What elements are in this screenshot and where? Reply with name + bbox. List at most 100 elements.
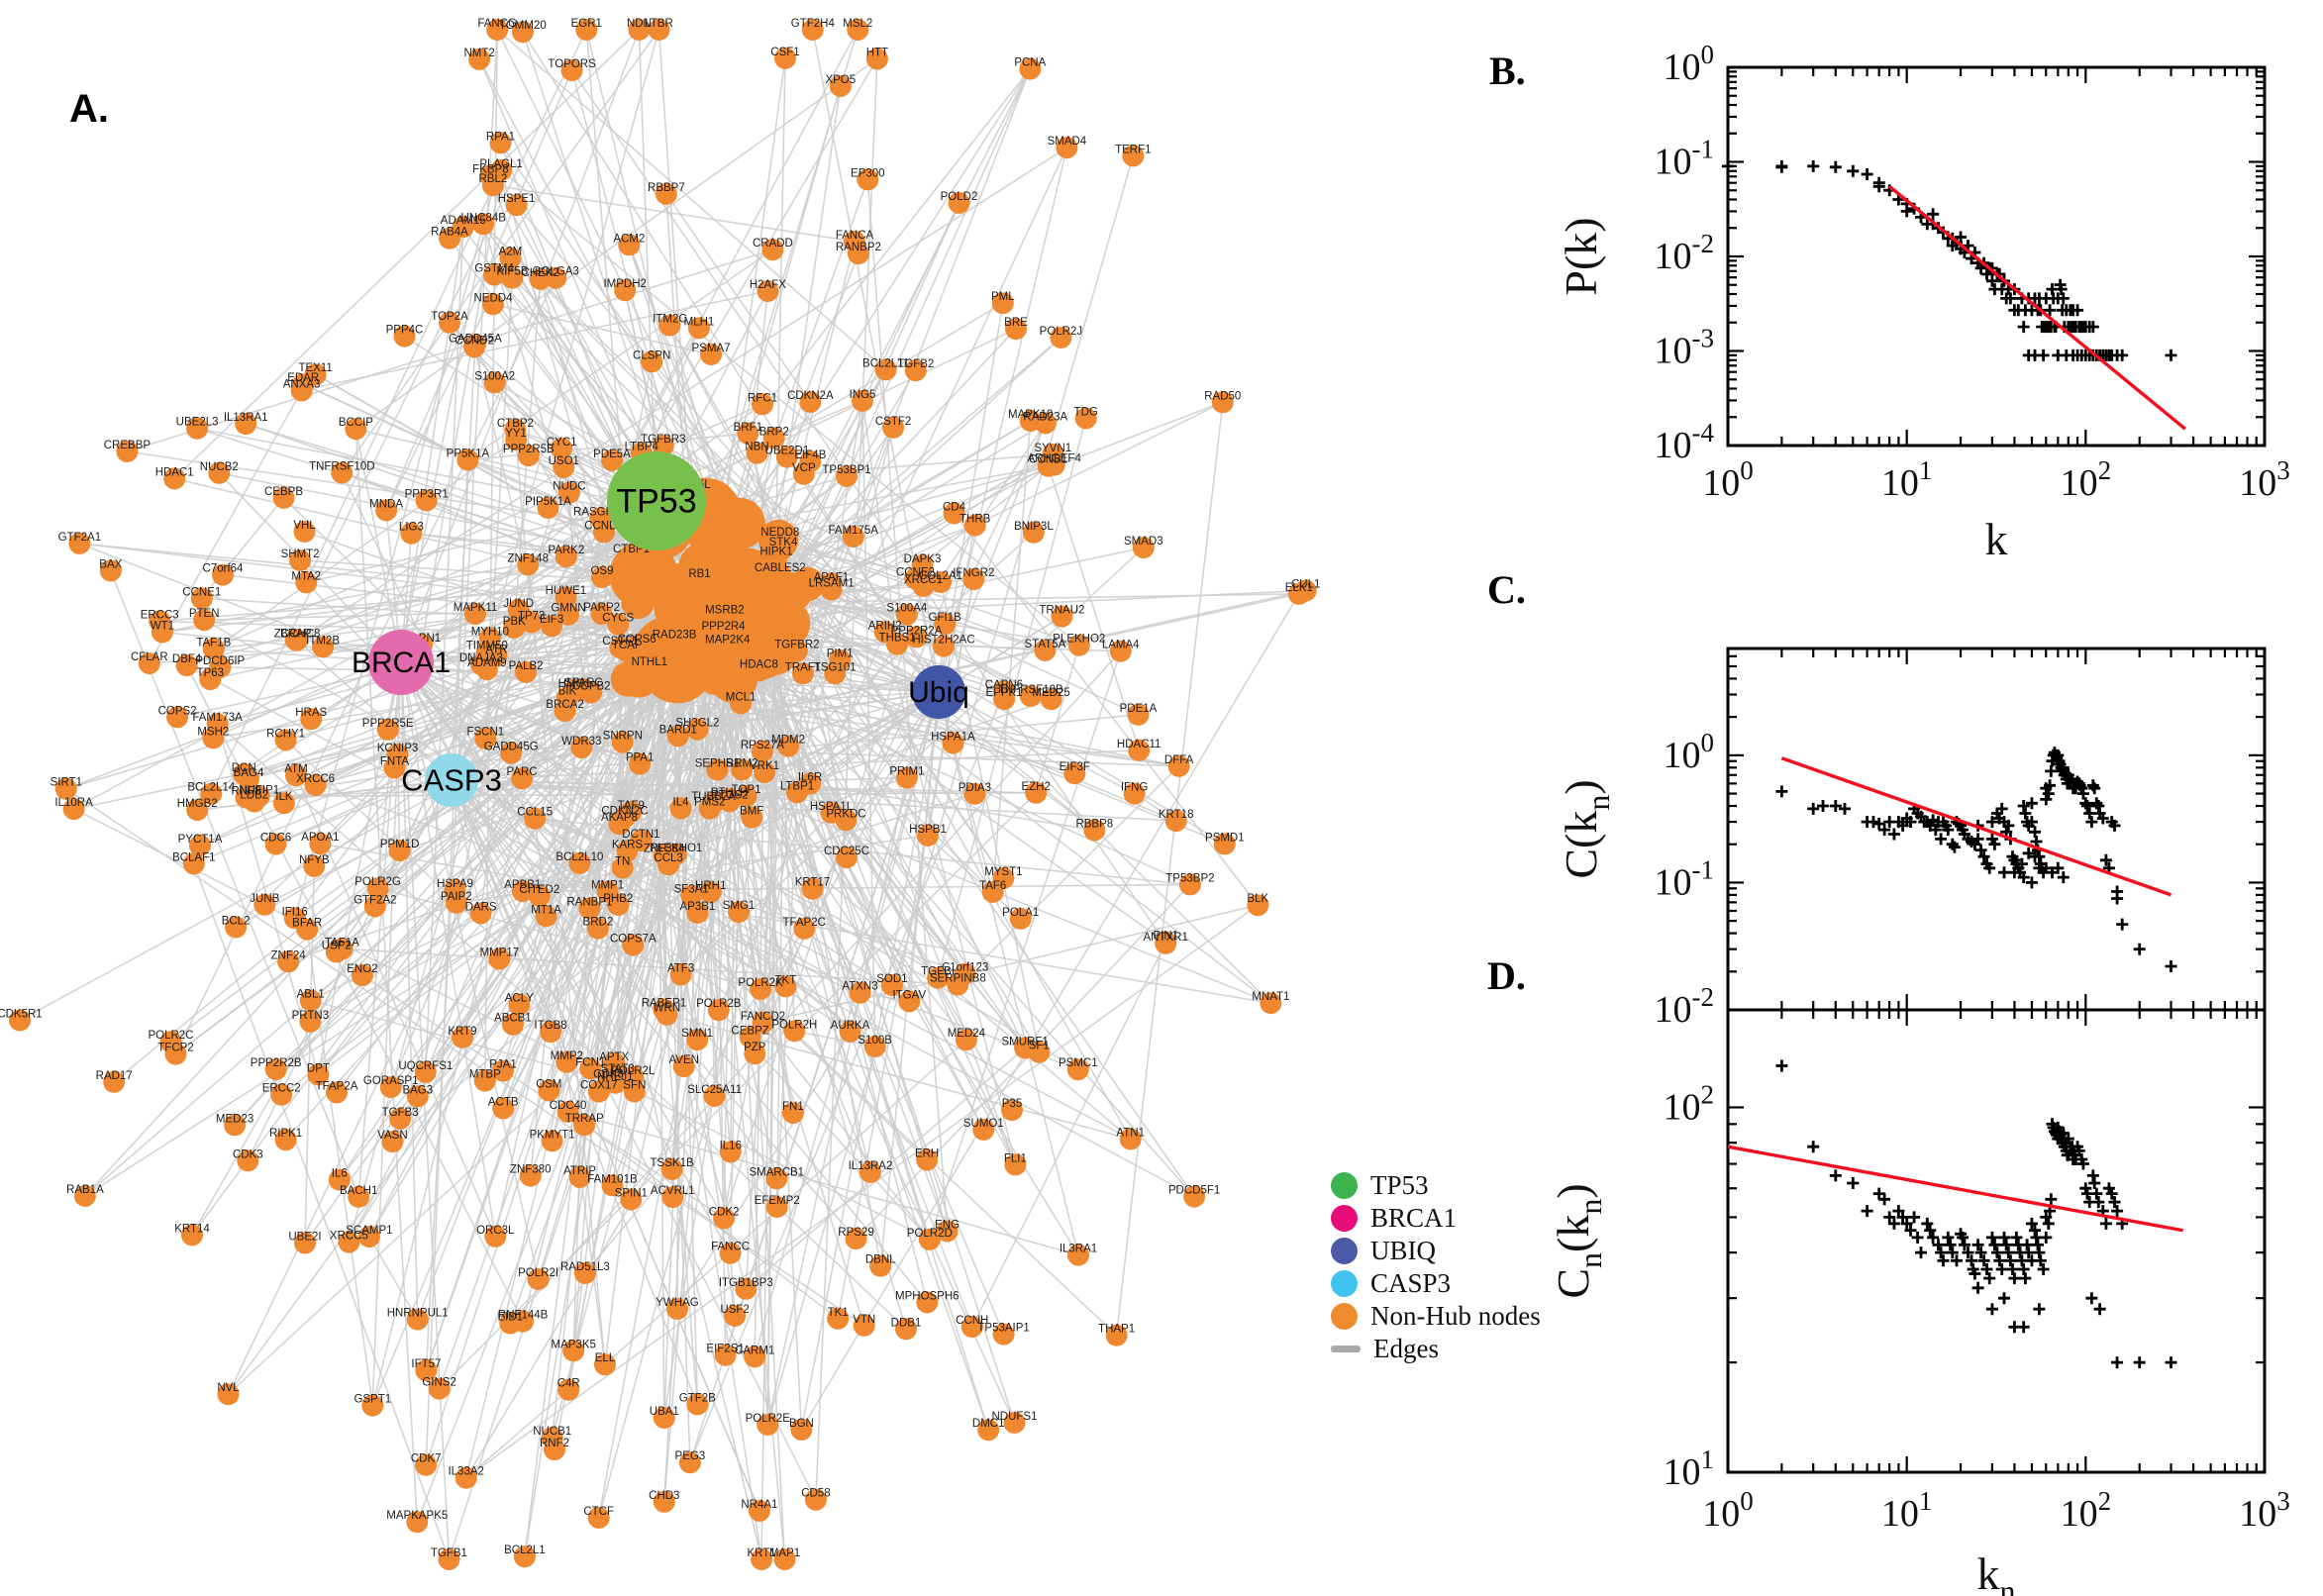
gene-node[interactable] bbox=[916, 1148, 939, 1171]
gene-node[interactable] bbox=[590, 603, 613, 626]
gene-node[interactable] bbox=[741, 806, 763, 829]
gene-node[interactable] bbox=[563, 679, 586, 702]
gene-node[interactable] bbox=[555, 546, 577, 568]
gene-node[interactable] bbox=[918, 1228, 941, 1250]
gene-node[interactable] bbox=[783, 1020, 806, 1043]
gene-node[interactable] bbox=[655, 182, 677, 205]
gene-node[interactable] bbox=[400, 522, 423, 545]
gene-node[interactable] bbox=[713, 605, 736, 628]
gene-node[interactable] bbox=[936, 1220, 959, 1243]
gene-node[interactable] bbox=[294, 1232, 316, 1254]
gene-node[interactable] bbox=[193, 609, 216, 632]
gene-node[interactable] bbox=[1005, 318, 1027, 341]
gene-node[interactable] bbox=[484, 1225, 507, 1247]
gene-node[interactable] bbox=[528, 884, 551, 907]
gene-node[interactable] bbox=[501, 266, 524, 289]
gene-node[interactable] bbox=[1155, 931, 1177, 953]
gene-node[interactable] bbox=[357, 1226, 380, 1248]
gene-node[interactable] bbox=[428, 1377, 451, 1400]
gene-node[interactable] bbox=[73, 1184, 96, 1207]
gene-node[interactable] bbox=[551, 437, 573, 459]
gene-node[interactable] bbox=[415, 1453, 438, 1476]
gene-node[interactable] bbox=[54, 777, 77, 800]
gene-node[interactable] bbox=[1001, 1099, 1023, 1122]
gene-node[interactable] bbox=[895, 766, 918, 789]
gene-node[interactable] bbox=[505, 194, 528, 217]
gene-node[interactable] bbox=[452, 216, 474, 239]
gene-node[interactable] bbox=[992, 680, 1015, 703]
gene-node[interactable] bbox=[785, 640, 808, 662]
gene-node[interactable] bbox=[620, 800, 643, 823]
gene-node[interactable] bbox=[1050, 327, 1072, 349]
gene-node[interactable] bbox=[630, 830, 653, 851]
gene-node[interactable] bbox=[1063, 762, 1086, 785]
gene-node[interactable] bbox=[977, 1419, 1000, 1442]
gene-node[interactable] bbox=[847, 19, 869, 41]
gene-node[interactable] bbox=[503, 616, 526, 639]
gene-node[interactable] bbox=[468, 48, 491, 70]
gene-node[interactable] bbox=[473, 1069, 496, 1092]
gene-node[interactable] bbox=[389, 1108, 412, 1130]
gene-node[interactable] bbox=[289, 549, 312, 571]
gene-node[interactable] bbox=[869, 1254, 892, 1277]
gene-node[interactable] bbox=[750, 978, 772, 1000]
gene-node[interactable] bbox=[912, 575, 935, 597]
gene-node[interactable] bbox=[658, 314, 681, 337]
gene-node[interactable] bbox=[363, 895, 386, 918]
gene-node[interactable] bbox=[406, 1511, 429, 1534]
gene-node[interactable] bbox=[777, 735, 800, 757]
gene-node[interactable] bbox=[942, 732, 964, 754]
gene-node[interactable] bbox=[186, 417, 209, 440]
gene-node[interactable] bbox=[1211, 391, 1234, 414]
gene-node[interactable] bbox=[253, 893, 276, 916]
gene-node[interactable] bbox=[376, 718, 399, 741]
gene-node[interactable] bbox=[520, 611, 543, 634]
gene-node[interactable] bbox=[274, 729, 297, 751]
gene-node[interactable] bbox=[1043, 453, 1065, 476]
gene-node[interactable] bbox=[707, 999, 730, 1022]
gene-node[interactable] bbox=[863, 1036, 886, 1057]
gene-node[interactable] bbox=[960, 1316, 983, 1339]
gene-node[interactable] bbox=[393, 325, 416, 348]
gene-node[interactable] bbox=[623, 1080, 646, 1103]
gene-node[interactable] bbox=[943, 502, 965, 525]
gene-node[interactable] bbox=[927, 966, 950, 989]
gene-node[interactable] bbox=[181, 1224, 203, 1247]
gene-node[interactable] bbox=[1066, 1058, 1089, 1081]
gene-node[interactable] bbox=[1009, 907, 1032, 930]
gene-node[interactable] bbox=[686, 718, 709, 741]
gene-node[interactable] bbox=[706, 758, 729, 781]
gene-node[interactable] bbox=[847, 243, 869, 265]
gene-node[interactable] bbox=[1019, 685, 1042, 708]
gene-node[interactable] bbox=[511, 767, 534, 790]
gene-node[interactable] bbox=[1122, 145, 1145, 167]
gene-node[interactable] bbox=[886, 633, 909, 655]
gene-node[interactable] bbox=[611, 731, 634, 753]
gene-node[interactable] bbox=[1025, 781, 1048, 804]
gene-node[interactable] bbox=[541, 1130, 563, 1152]
gene-node[interactable] bbox=[653, 1407, 675, 1429]
gene-node[interactable] bbox=[1247, 894, 1269, 917]
gene-node[interactable] bbox=[824, 662, 847, 685]
non-hub-nodes[interactable] bbox=[9, 19, 1317, 1570]
gene-node[interactable] bbox=[475, 658, 498, 681]
gene-node[interactable] bbox=[835, 809, 858, 832]
gene-node[interactable] bbox=[857, 168, 879, 191]
gene-node[interactable] bbox=[224, 1114, 247, 1137]
gene-node[interactable] bbox=[517, 553, 540, 576]
gene-node[interactable] bbox=[272, 792, 295, 815]
gene-node[interactable] bbox=[765, 1196, 788, 1218]
gene-node[interactable] bbox=[573, 1261, 596, 1284]
gene-node[interactable] bbox=[489, 132, 512, 154]
gene-node[interactable] bbox=[243, 790, 265, 813]
gene-node[interactable] bbox=[415, 489, 438, 512]
gene-node[interactable] bbox=[463, 334, 486, 356]
gene-node[interactable] bbox=[537, 497, 559, 519]
gene-node[interactable] bbox=[804, 1488, 827, 1511]
gene-node[interactable] bbox=[519, 1164, 542, 1187]
gene-node[interactable] bbox=[472, 213, 495, 236]
gene-node[interactable] bbox=[570, 737, 593, 759]
gene-node[interactable] bbox=[1028, 1041, 1051, 1063]
gene-node[interactable] bbox=[752, 1011, 774, 1034]
gene-node[interactable] bbox=[686, 1029, 709, 1051]
